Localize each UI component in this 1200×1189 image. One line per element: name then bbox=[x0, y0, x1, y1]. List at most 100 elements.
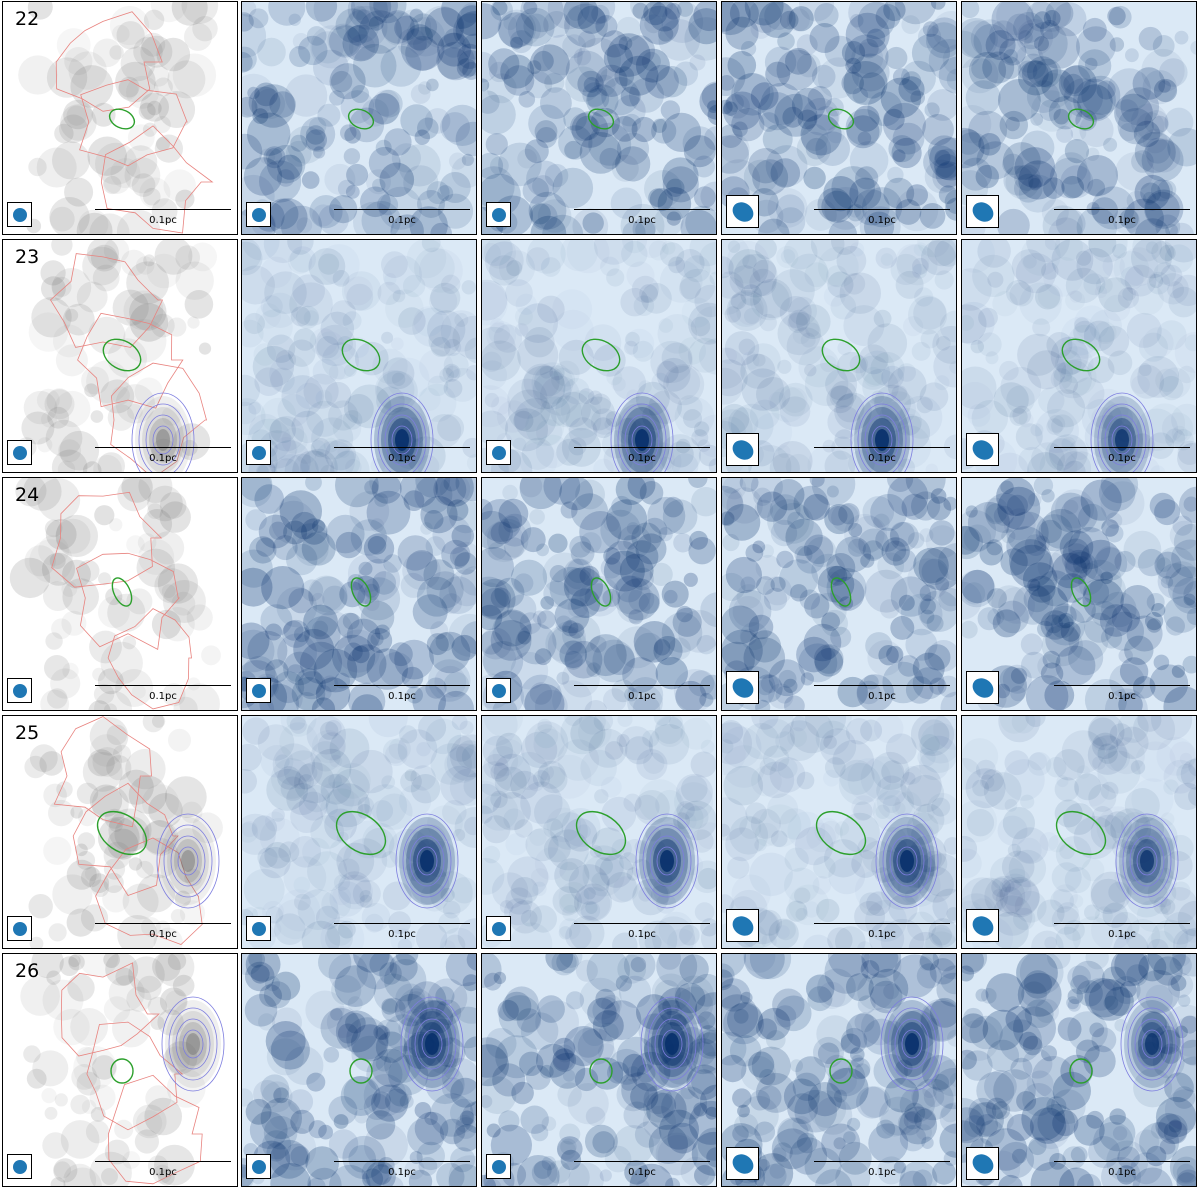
map-panel-r26-c4: 0.1pc bbox=[721, 953, 957, 1187]
beam-box bbox=[726, 433, 759, 466]
scale-bar-label: 0.1pc bbox=[628, 1167, 656, 1178]
aperture-ellipse bbox=[347, 108, 375, 130]
map-image bbox=[3, 716, 237, 948]
aperture-ellipse bbox=[341, 338, 381, 372]
scale-bar bbox=[814, 685, 950, 686]
map-panel-r25-c2: 0.1pc bbox=[241, 715, 477, 949]
beam-ellipse bbox=[728, 911, 757, 940]
scale-bar-label: 0.1pc bbox=[628, 215, 656, 226]
beam-box bbox=[7, 916, 32, 941]
row-label: 22 bbox=[15, 8, 40, 30]
scale-bar-label: 0.1pc bbox=[1108, 929, 1136, 940]
map-image bbox=[482, 716, 716, 948]
beam-ellipse bbox=[728, 673, 757, 702]
scale-bar-label: 0.1pc bbox=[868, 215, 896, 226]
scale-bar-label: 0.1pc bbox=[628, 691, 656, 702]
scale-bar-label: 0.1pc bbox=[868, 929, 896, 940]
aperture-ellipse bbox=[349, 1058, 373, 1084]
scale-bar bbox=[1054, 1161, 1190, 1162]
aperture-ellipse bbox=[335, 810, 387, 856]
map-panel-r23-c1: 23 0.1pc bbox=[2, 239, 238, 473]
scale-bar-label: 0.1pc bbox=[868, 453, 896, 464]
beam-box bbox=[726, 671, 759, 704]
scale-bar bbox=[574, 447, 710, 448]
beam-box bbox=[7, 678, 32, 703]
map-image bbox=[242, 240, 476, 472]
scale-bar bbox=[1054, 685, 1190, 686]
aperture-ellipse bbox=[350, 577, 372, 607]
scale-bar bbox=[334, 685, 470, 686]
scale-bar-label: 0.1pc bbox=[149, 691, 177, 702]
scale-bar bbox=[814, 447, 950, 448]
beam-ellipse bbox=[728, 1149, 757, 1178]
row-label: 25 bbox=[15, 722, 40, 744]
map-image bbox=[962, 240, 1196, 472]
beam-ellipse bbox=[251, 683, 266, 698]
row-label: 26 bbox=[15, 960, 40, 982]
map-panel-r23-c2: 0.1pc bbox=[241, 239, 477, 473]
beam-box bbox=[726, 909, 759, 942]
row-label: 23 bbox=[15, 246, 40, 268]
beam-ellipse bbox=[12, 683, 27, 698]
aperture-ellipse bbox=[110, 1058, 134, 1084]
beam-box bbox=[7, 202, 32, 227]
beam-box bbox=[7, 440, 32, 465]
map-image bbox=[242, 716, 476, 948]
beam-ellipse bbox=[728, 197, 757, 226]
aperture-ellipse bbox=[827, 108, 855, 130]
beam-box bbox=[486, 202, 511, 227]
scale-bar-label: 0.1pc bbox=[388, 453, 416, 464]
beam-box bbox=[966, 909, 999, 942]
scale-bar bbox=[334, 923, 470, 924]
beam-ellipse bbox=[968, 911, 997, 940]
beam-ellipse bbox=[251, 1159, 266, 1174]
scale-bar-label: 0.1pc bbox=[149, 1167, 177, 1178]
scale-bar bbox=[574, 923, 710, 924]
map-image bbox=[722, 954, 956, 1186]
map-image bbox=[962, 716, 1196, 948]
map-image bbox=[722, 240, 956, 472]
beam-box bbox=[486, 1154, 511, 1179]
aperture-ellipse bbox=[108, 108, 136, 130]
scale-bar-label: 0.1pc bbox=[149, 929, 177, 940]
beam-ellipse bbox=[968, 1149, 997, 1178]
scale-bar-label: 0.1pc bbox=[1108, 453, 1136, 464]
map-image bbox=[962, 954, 1196, 1186]
beam-box bbox=[966, 671, 999, 704]
map-panel-r22-c4: 0.1pc bbox=[721, 1, 957, 235]
map-panel-r24-c5: 0.1pc bbox=[961, 477, 1197, 711]
map-panel-r25-c4: 0.1pc bbox=[721, 715, 957, 949]
map-panel-r24-c3: 0.1pc bbox=[481, 477, 717, 711]
scale-bar-label: 0.1pc bbox=[628, 453, 656, 464]
beam-ellipse bbox=[251, 445, 266, 460]
map-panel-r24-c2: 0.1pc bbox=[241, 477, 477, 711]
aperture-ellipse bbox=[1061, 338, 1101, 372]
map-panel-r22-c1: 22 0.1pc bbox=[2, 1, 238, 235]
map-image bbox=[482, 478, 716, 710]
scale-bar-label: 0.1pc bbox=[868, 691, 896, 702]
beam-box bbox=[7, 1154, 32, 1179]
map-panel-r26-c1: 26 0.1pc bbox=[2, 953, 238, 1187]
map-panel-r24-c4: 0.1pc bbox=[721, 477, 957, 711]
beam-ellipse bbox=[12, 207, 27, 222]
beam-ellipse bbox=[12, 921, 27, 936]
scale-bar bbox=[814, 209, 950, 210]
aperture-ellipse bbox=[1069, 1058, 1093, 1084]
map-panel-r22-c3: 0.1pc bbox=[481, 1, 717, 235]
map-image bbox=[3, 954, 237, 1186]
scale-bar bbox=[334, 447, 470, 448]
aperture-ellipse bbox=[590, 577, 612, 607]
map-panel-r22-c2: 0.1pc bbox=[241, 1, 477, 235]
aperture-ellipse bbox=[102, 338, 142, 372]
map-image bbox=[722, 478, 956, 710]
beam-ellipse bbox=[968, 435, 997, 464]
scale-bar-label: 0.1pc bbox=[868, 1167, 896, 1178]
scale-bar bbox=[95, 685, 231, 686]
map-image bbox=[722, 2, 956, 234]
beam-ellipse bbox=[251, 207, 266, 222]
beam-box bbox=[966, 1147, 999, 1180]
map-panel-r23-c3: 0.1pc bbox=[481, 239, 717, 473]
beam-box bbox=[486, 440, 511, 465]
beam-box bbox=[246, 440, 271, 465]
